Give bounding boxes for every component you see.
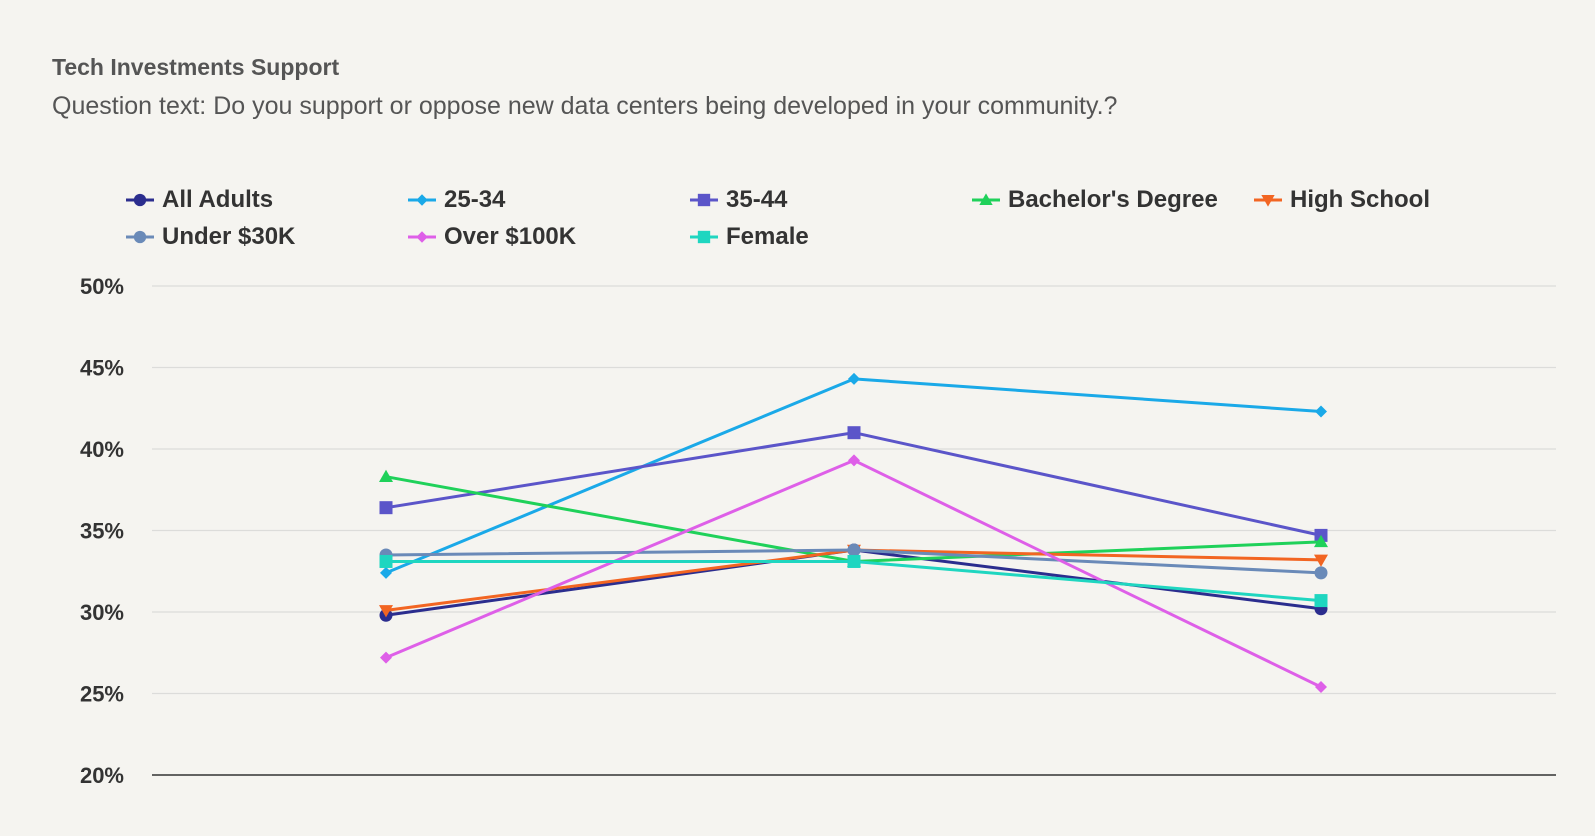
legend-label: All Adults [162,186,274,213]
legend-marker [979,193,993,205]
data-point-under-30k [847,543,861,557]
legend-swatch-all-adults [126,193,154,207]
series-line-over-100k [385,458,1322,689]
data-point-over-100k [1315,680,1327,693]
legend-marker [697,193,711,207]
legend-label: 25-34 [444,186,506,213]
data-point-over-100k [848,454,860,467]
legend-item-female: Female [690,223,809,251]
data-point-35-44 [379,501,393,515]
data-point-25-34 [848,372,860,385]
legend-item-under-30k: Under $30K [126,223,295,251]
data-point-female [1314,594,1328,608]
data-point-bachelor-s-degree [379,469,393,482]
legend-marker [133,230,147,244]
legend-item-35-44: 35-44 [690,186,787,214]
chart-title: Tech Investments Support [52,54,340,80]
legend-label: High School [1290,186,1430,213]
legend-marker [697,230,711,244]
legend-item-bachelor-s-degree: Bachelor's Degree [972,186,1218,214]
data-point-over-100k [380,651,392,664]
legend-marker [1261,195,1275,207]
data-point-high-school [1314,554,1328,567]
legend-item-high-school: High School [1254,186,1430,214]
data-point-under-30k [1314,566,1328,580]
legend-swatch-25-34 [408,194,436,206]
legend-item-all-adults: All Adults [126,186,273,214]
y-tick-label: 20% [80,763,124,788]
y-tick-label: 45% [80,356,124,381]
y-tick-label: 40% [80,437,124,462]
legend-label: Female [726,223,809,250]
legend-item-25-34: 25-34 [408,186,505,214]
data-point-female [379,554,393,568]
y-tick-label: 30% [80,600,124,625]
legend-item-over-100k: Over $100K [408,223,576,251]
legend-marker [133,193,147,207]
legend-swatch-35-44 [690,193,718,207]
legend-marker [416,231,428,243]
data-point-35-44 [847,426,861,440]
data-point-high-school [379,605,393,618]
data-point-25-34 [1315,405,1327,418]
legend-label: Bachelor's Degree [1008,186,1218,213]
legend-label: Under $30K [162,223,296,250]
legend-marker [416,194,428,206]
legend-swatch-over-100k [408,231,436,243]
legend-swatch-female [690,230,718,244]
y-tick-label: 35% [80,519,124,544]
legend-label: Over $100K [444,223,577,250]
data-point-female [847,554,861,568]
legend-swatch-bachelor-s-degree [972,193,1000,205]
legend-swatch-under-30k [126,230,154,244]
legend-label: 35-44 [726,186,788,213]
chart-subtitle: Question text: Do you support or oppose … [52,92,1118,120]
legend-swatch-high-school [1254,195,1282,207]
series-line-35-44 [385,431,1322,537]
data-point-bachelor-s-degree [1314,534,1328,548]
data-point-25-34 [380,566,392,579]
y-tick-label: 25% [80,682,124,707]
y-tick-label: 50% [80,274,124,299]
